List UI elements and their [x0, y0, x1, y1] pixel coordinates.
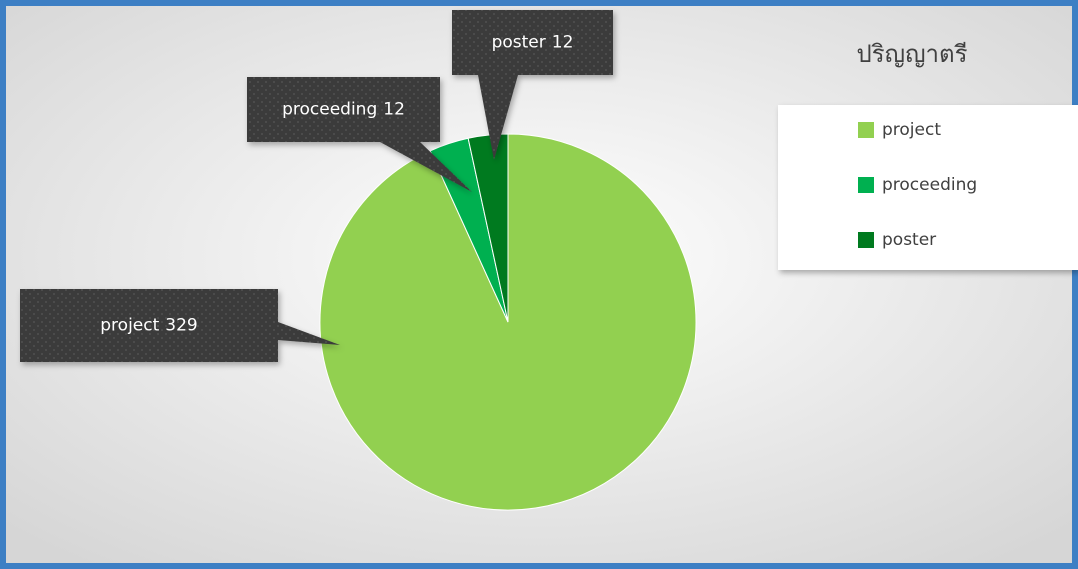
data-label-text: poster 12	[492, 33, 574, 53]
data-label	[452, 10, 613, 160]
chart-title: ปริญญาตรี	[857, 40, 968, 68]
data-label-text: project 329	[100, 316, 197, 336]
data-label-text: proceeding 12	[282, 100, 405, 120]
legend-label: project	[882, 120, 941, 140]
label-value: 12	[383, 100, 405, 120]
callout-pointer	[380, 142, 472, 192]
legend-swatch	[858, 122, 874, 138]
legend-label: poster	[882, 230, 936, 250]
legend-swatch	[858, 232, 874, 248]
label-category: proceeding	[282, 100, 377, 120]
legend-swatch	[858, 177, 874, 193]
label-category: project	[100, 316, 159, 336]
data-label	[20, 289, 340, 362]
label-value: 12	[552, 33, 574, 53]
legend-label: proceeding	[882, 175, 977, 195]
callout-pointer	[478, 75, 518, 160]
callout-pointer	[278, 322, 340, 345]
callout-box	[247, 77, 440, 142]
label-category: poster	[492, 33, 546, 53]
callout-box	[20, 289, 278, 362]
callout-box	[452, 10, 613, 75]
data-label	[247, 77, 472, 192]
label-value: 329	[165, 316, 197, 336]
legend-box	[778, 105, 1078, 270]
pie-slice	[467, 133, 509, 323]
